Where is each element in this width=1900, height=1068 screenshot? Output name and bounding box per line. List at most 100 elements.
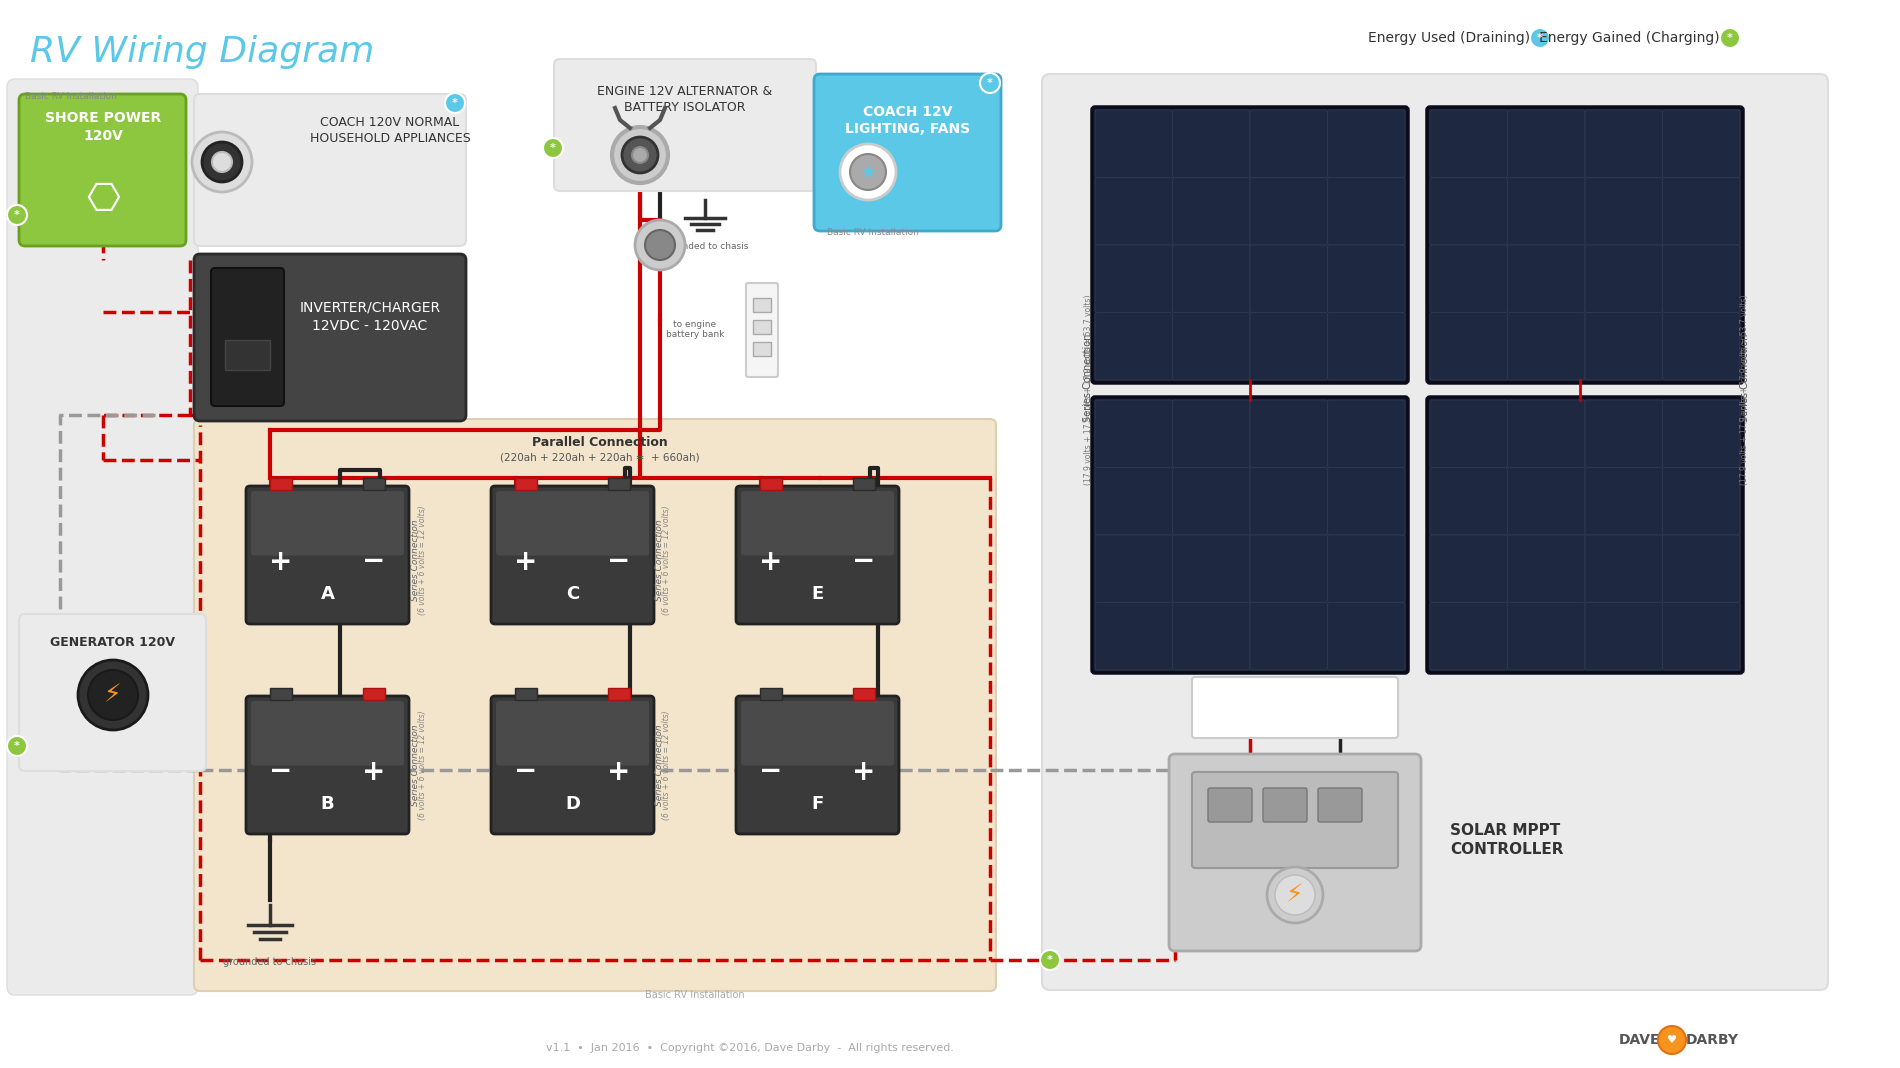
- Bar: [752, 342, 771, 356]
- FancyBboxPatch shape: [1662, 313, 1740, 380]
- Bar: [760, 688, 783, 700]
- FancyBboxPatch shape: [1431, 245, 1507, 313]
- FancyBboxPatch shape: [194, 254, 466, 421]
- FancyBboxPatch shape: [211, 268, 283, 406]
- Circle shape: [445, 93, 466, 113]
- Text: grounded to chasis: grounded to chasis: [661, 242, 749, 251]
- Circle shape: [840, 144, 897, 200]
- Text: v1.1  •  Jan 2016  •  Copyright ©2016, Dave Darby  -  All rights reserved.: v1.1 • Jan 2016 • Copyright ©2016, Dave …: [545, 1043, 954, 1053]
- FancyBboxPatch shape: [1507, 313, 1585, 380]
- Circle shape: [980, 73, 999, 93]
- FancyBboxPatch shape: [1094, 400, 1172, 468]
- FancyBboxPatch shape: [1662, 177, 1740, 245]
- FancyBboxPatch shape: [1172, 602, 1250, 670]
- Circle shape: [633, 147, 648, 163]
- FancyBboxPatch shape: [1328, 400, 1404, 468]
- Text: Series Connection: Series Connection: [410, 724, 420, 806]
- FancyBboxPatch shape: [1168, 754, 1421, 951]
- Circle shape: [1267, 867, 1322, 923]
- FancyBboxPatch shape: [490, 486, 654, 624]
- Text: to engine
battery bank: to engine battery bank: [665, 320, 724, 340]
- FancyBboxPatch shape: [1092, 397, 1408, 673]
- FancyBboxPatch shape: [741, 491, 895, 555]
- Text: −: −: [515, 757, 538, 785]
- Text: SOLAR MPPT
CONTROLLER: SOLAR MPPT CONTROLLER: [1450, 822, 1564, 858]
- FancyBboxPatch shape: [1507, 110, 1585, 177]
- FancyBboxPatch shape: [1431, 535, 1507, 602]
- Circle shape: [87, 670, 139, 720]
- Bar: [515, 478, 538, 490]
- Text: (6 volts + 6 volts = 12 volts): (6 volts + 6 volts = 12 volts): [663, 505, 671, 615]
- Text: Parallel Connection: Parallel Connection: [532, 436, 669, 449]
- Circle shape: [1275, 875, 1315, 915]
- FancyBboxPatch shape: [1250, 535, 1328, 602]
- Text: Energy Used (Draining): Energy Used (Draining): [1368, 31, 1530, 45]
- FancyBboxPatch shape: [496, 701, 650, 766]
- FancyBboxPatch shape: [1328, 110, 1404, 177]
- Text: −: −: [270, 757, 293, 785]
- FancyBboxPatch shape: [1662, 245, 1740, 313]
- Text: *: *: [1727, 33, 1733, 43]
- FancyBboxPatch shape: [1662, 400, 1740, 468]
- FancyBboxPatch shape: [1431, 177, 1507, 245]
- Circle shape: [612, 127, 669, 183]
- FancyBboxPatch shape: [1431, 602, 1507, 670]
- FancyBboxPatch shape: [1319, 788, 1362, 822]
- FancyBboxPatch shape: [1172, 535, 1250, 602]
- FancyBboxPatch shape: [1094, 535, 1172, 602]
- FancyBboxPatch shape: [1507, 400, 1585, 468]
- FancyBboxPatch shape: [1172, 245, 1250, 313]
- Bar: [224, 340, 270, 370]
- FancyBboxPatch shape: [1585, 400, 1662, 468]
- Text: *: *: [452, 98, 458, 108]
- Text: (17.9 volts + 17.9 volts + 17.9 volts = 53.7 volts): (17.9 volts + 17.9 volts + 17.9 volts = …: [1740, 295, 1750, 485]
- Text: DARBY: DARBY: [1685, 1033, 1738, 1047]
- Text: Energy Gained (Charging): Energy Gained (Charging): [1539, 31, 1720, 45]
- Text: COACH 120V NORMAL
HOUSEHOLD APPLIANCES: COACH 120V NORMAL HOUSEHOLD APPLIANCES: [310, 115, 471, 144]
- FancyBboxPatch shape: [1507, 245, 1585, 313]
- FancyBboxPatch shape: [1427, 107, 1742, 383]
- FancyBboxPatch shape: [735, 486, 899, 624]
- FancyBboxPatch shape: [194, 419, 996, 991]
- Text: A: A: [321, 585, 334, 603]
- Text: Basic RV Installation: Basic RV Installation: [646, 990, 745, 1000]
- Circle shape: [213, 152, 232, 172]
- FancyBboxPatch shape: [1250, 602, 1328, 670]
- FancyBboxPatch shape: [245, 696, 408, 834]
- FancyBboxPatch shape: [555, 59, 815, 191]
- Text: GENERATOR 120V: GENERATOR 120V: [51, 637, 175, 649]
- FancyBboxPatch shape: [1431, 468, 1507, 535]
- Text: +: +: [760, 548, 783, 576]
- FancyBboxPatch shape: [1172, 177, 1250, 245]
- Circle shape: [1659, 1026, 1685, 1054]
- FancyBboxPatch shape: [1094, 313, 1172, 380]
- FancyBboxPatch shape: [1662, 468, 1740, 535]
- FancyBboxPatch shape: [1250, 110, 1328, 177]
- FancyBboxPatch shape: [1250, 177, 1328, 245]
- FancyBboxPatch shape: [1427, 397, 1742, 673]
- Circle shape: [1530, 28, 1550, 48]
- FancyBboxPatch shape: [1662, 110, 1740, 177]
- FancyBboxPatch shape: [245, 486, 408, 624]
- Text: ENGINE 12V ALTERNATOR &
BATTERY ISOLATOR: ENGINE 12V ALTERNATOR & BATTERY ISOLATOR: [597, 85, 773, 114]
- Text: +: +: [853, 757, 876, 785]
- Text: ⚡: ⚡: [104, 684, 122, 707]
- Circle shape: [8, 205, 27, 225]
- Text: (6 volts + 6 volts = 12 volts): (6 volts + 6 volts = 12 volts): [418, 505, 426, 615]
- FancyBboxPatch shape: [1585, 110, 1662, 177]
- Bar: [853, 688, 876, 700]
- Bar: [363, 688, 386, 700]
- Circle shape: [78, 660, 148, 731]
- Text: *: *: [1047, 955, 1053, 965]
- Text: (17.9 volts + 17.9 volts + 17.9 volts = 53.7 volts): (17.9 volts + 17.9 volts + 17.9 volts = …: [1083, 295, 1092, 485]
- FancyBboxPatch shape: [1507, 535, 1585, 602]
- Circle shape: [849, 154, 885, 190]
- Text: Series Connection: Series Connection: [410, 519, 420, 601]
- Text: RV Wiring Diagram: RV Wiring Diagram: [30, 35, 374, 69]
- Circle shape: [201, 142, 241, 182]
- FancyBboxPatch shape: [194, 94, 466, 246]
- Text: Series Connection: Series Connection: [656, 724, 665, 806]
- FancyBboxPatch shape: [813, 74, 1001, 231]
- FancyBboxPatch shape: [1328, 177, 1404, 245]
- Text: −: −: [608, 548, 631, 576]
